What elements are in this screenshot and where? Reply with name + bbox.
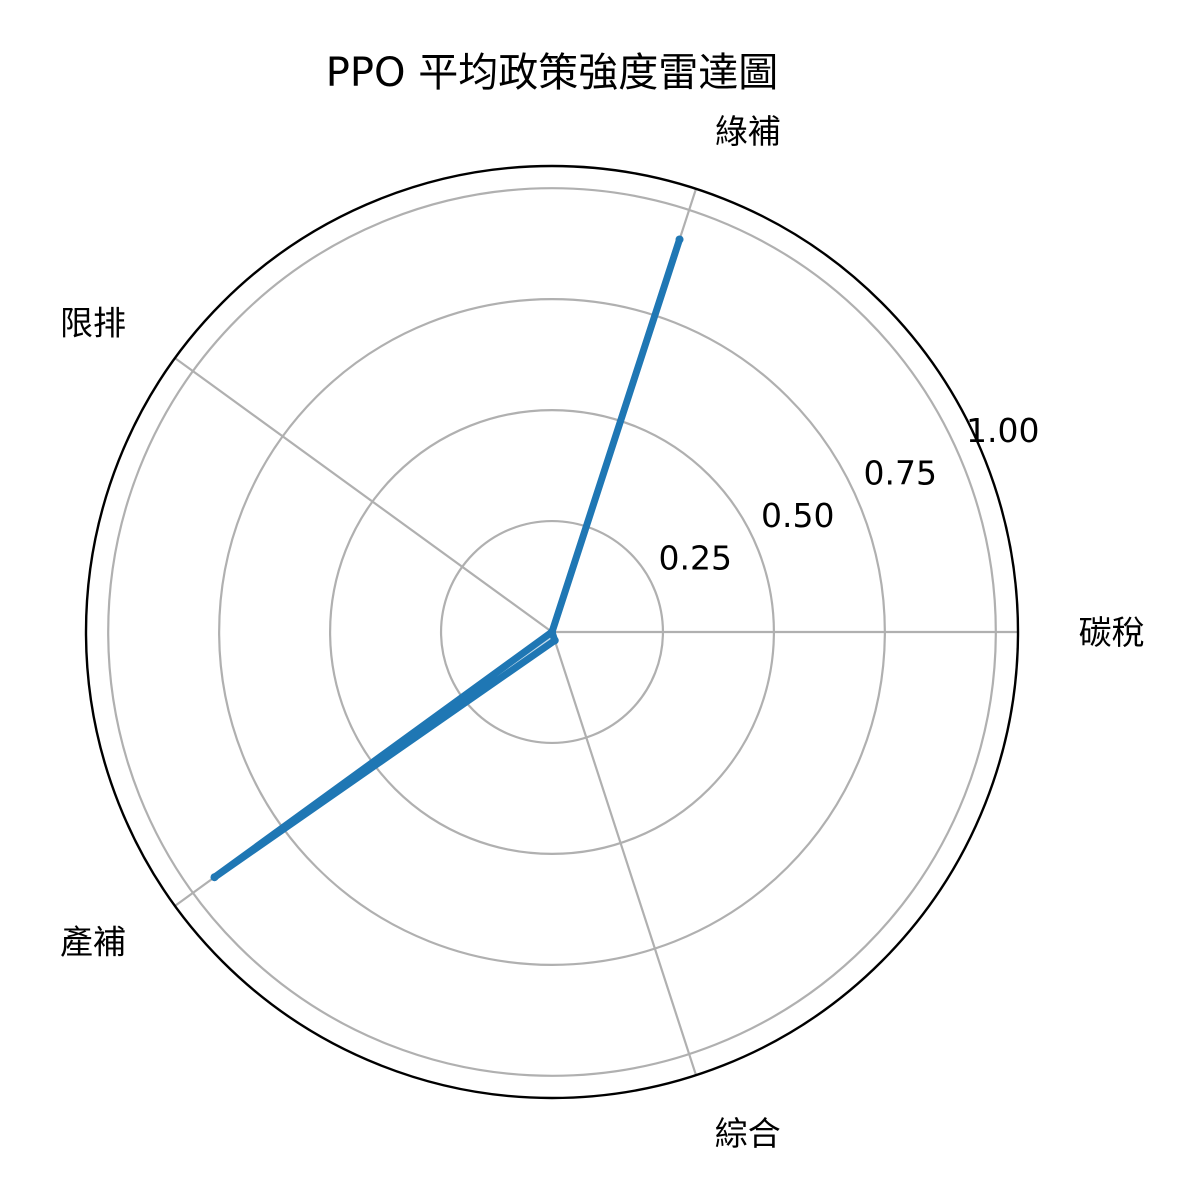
data-point-2 xyxy=(548,628,556,636)
data-layer xyxy=(210,235,684,882)
category-label-2: 限排 xyxy=(60,303,126,342)
grid xyxy=(84,164,1020,1100)
spoke-2 xyxy=(174,357,553,633)
data-point-1 xyxy=(675,235,684,244)
category-label-0: 碳稅 xyxy=(1079,613,1145,652)
chart-title: PPO 平均政策強度雷達圖 xyxy=(326,50,778,96)
spoke-4 xyxy=(550,631,698,1076)
data-point-3 xyxy=(210,873,219,882)
category-label-3: 產補 xyxy=(60,923,126,962)
category-label-4: 綜合 xyxy=(715,1114,781,1153)
r-tick-label: 0.25 xyxy=(659,539,732,578)
data-point-4 xyxy=(550,636,559,645)
category-label-1: 綠補 xyxy=(715,112,781,151)
series-line-0 xyxy=(210,235,684,881)
r-tick-label: 0.75 xyxy=(864,454,937,493)
series-fill-0 xyxy=(214,239,680,878)
polar-frame xyxy=(84,164,1020,1100)
r-tick-label: 1.00 xyxy=(966,411,1039,450)
r-tick-label: 0.50 xyxy=(761,496,834,535)
